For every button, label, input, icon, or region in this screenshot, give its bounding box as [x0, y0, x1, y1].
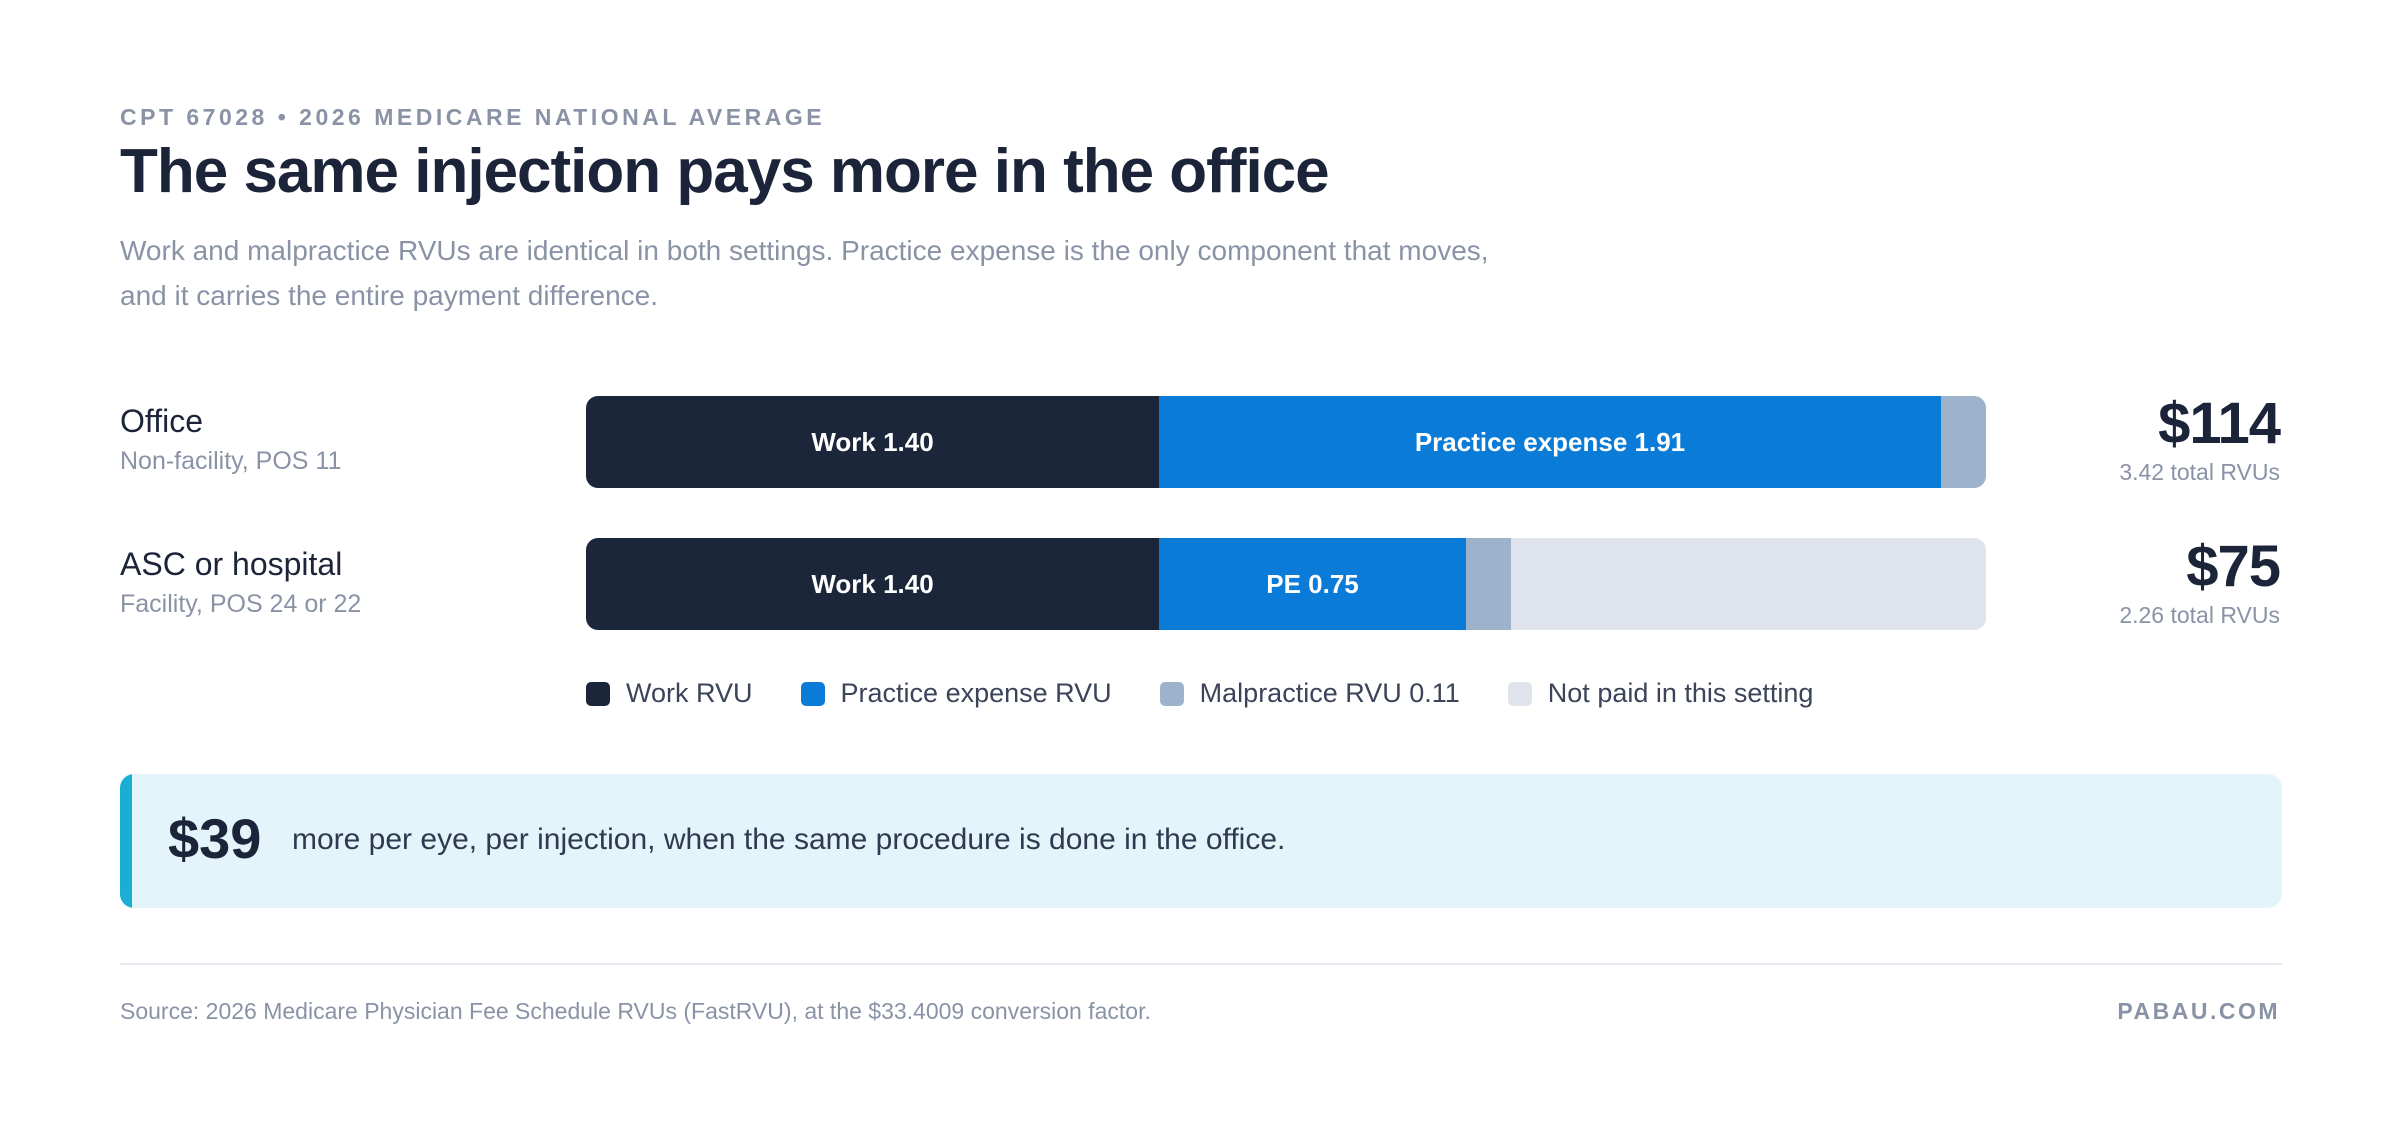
- difference-callout: $39 more per eye, per injection, when th…: [120, 774, 2282, 908]
- legend-swatch-not-paid: [1507, 681, 1532, 706]
- total-rvus: 2.26 total RVUs: [2119, 602, 2280, 628]
- segment-label: Work 1.40: [811, 426, 934, 457]
- legend-item-not-paid: Not paid in this setting: [1507, 678, 1814, 709]
- work-segment: Work 1.40: [586, 396, 1159, 488]
- row-label-facility: ASC or hospital Facility, POS 24 or 22: [120, 544, 361, 624]
- chart-title: The same injection pays more in the offi…: [120, 137, 1330, 206]
- malpractice-segment: [1941, 396, 1986, 488]
- legend-swatch-work: [586, 681, 610, 706]
- callout-amount: $39: [168, 807, 262, 870]
- category-label: Office: [120, 403, 203, 439]
- bar-facility: Work 1.40 PE 0.75: [586, 538, 1986, 630]
- legend-label: Work RVU: [626, 678, 753, 708]
- work-segment: Work 1.40: [586, 538, 1159, 630]
- total-office: $114 3.42 total RVUs: [2119, 391, 2281, 488]
- category-subtitle: Facility, POS 24 or 22: [120, 590, 362, 618]
- chart-legend: Work RVU Practice expense RVU Malpractic…: [586, 678, 1861, 709]
- malpractice-segment: [1466, 538, 1511, 630]
- brand-label: PABAU.COM: [2117, 998, 2280, 1024]
- legend-item-work: Work RVU: [586, 678, 753, 709]
- total-rvus: 3.42 total RVUs: [2119, 459, 2280, 485]
- segment-label: Practice expense 1.91: [1414, 426, 1686, 457]
- legend-item-malpractice: Malpractice RVU 0.11: [1159, 678, 1460, 709]
- row-label-office: Office Non-facility, POS 11: [120, 401, 341, 481]
- legend-swatch-malpractice: [1159, 681, 1184, 706]
- practice-expense-segment: Practice expense 1.91: [1159, 396, 1941, 488]
- legend-label: Malpractice RVU 0.11: [1199, 678, 1460, 708]
- segment-label: Work 1.40: [811, 568, 934, 599]
- category-subtitle: Non-facility, POS 11: [120, 447, 342, 475]
- not-paid-segment: [1511, 538, 1986, 630]
- practice-expense-segment: PE 0.75: [1159, 538, 1466, 630]
- category-label: ASC or hospital: [120, 546, 343, 582]
- legend-item-practice-expense: Practice expense RVU: [800, 678, 1112, 709]
- chart-eyebrow: CPT 67028 • 2026 MEDICARE NATIONAL AVERA…: [120, 104, 826, 130]
- callout-accent-bar: [120, 774, 132, 908]
- payment-amount: $114: [2158, 391, 2281, 456]
- bar-office: Work 1.40 Practice expense 1.91: [586, 396, 1986, 488]
- chart-subtitle: Work and malpractice RVUs are identical …: [120, 235, 1489, 311]
- legend-label: Practice expense RVU: [840, 678, 1112, 708]
- footer-divider: [120, 963, 2282, 965]
- source-note: Source: 2026 Medicare Physician Fee Sche…: [120, 998, 1151, 1024]
- total-facility: $75 2.26 total RVUs: [2119, 534, 2281, 631]
- segment-label: PE 0.75: [1266, 568, 1359, 599]
- callout-text: more per eye, per injection, when the sa…: [292, 823, 1286, 856]
- payment-amount: $75: [2186, 534, 2281, 599]
- legend-swatch-practice-expense: [800, 681, 825, 706]
- legend-label: Not paid in this setting: [1547, 678, 1814, 708]
